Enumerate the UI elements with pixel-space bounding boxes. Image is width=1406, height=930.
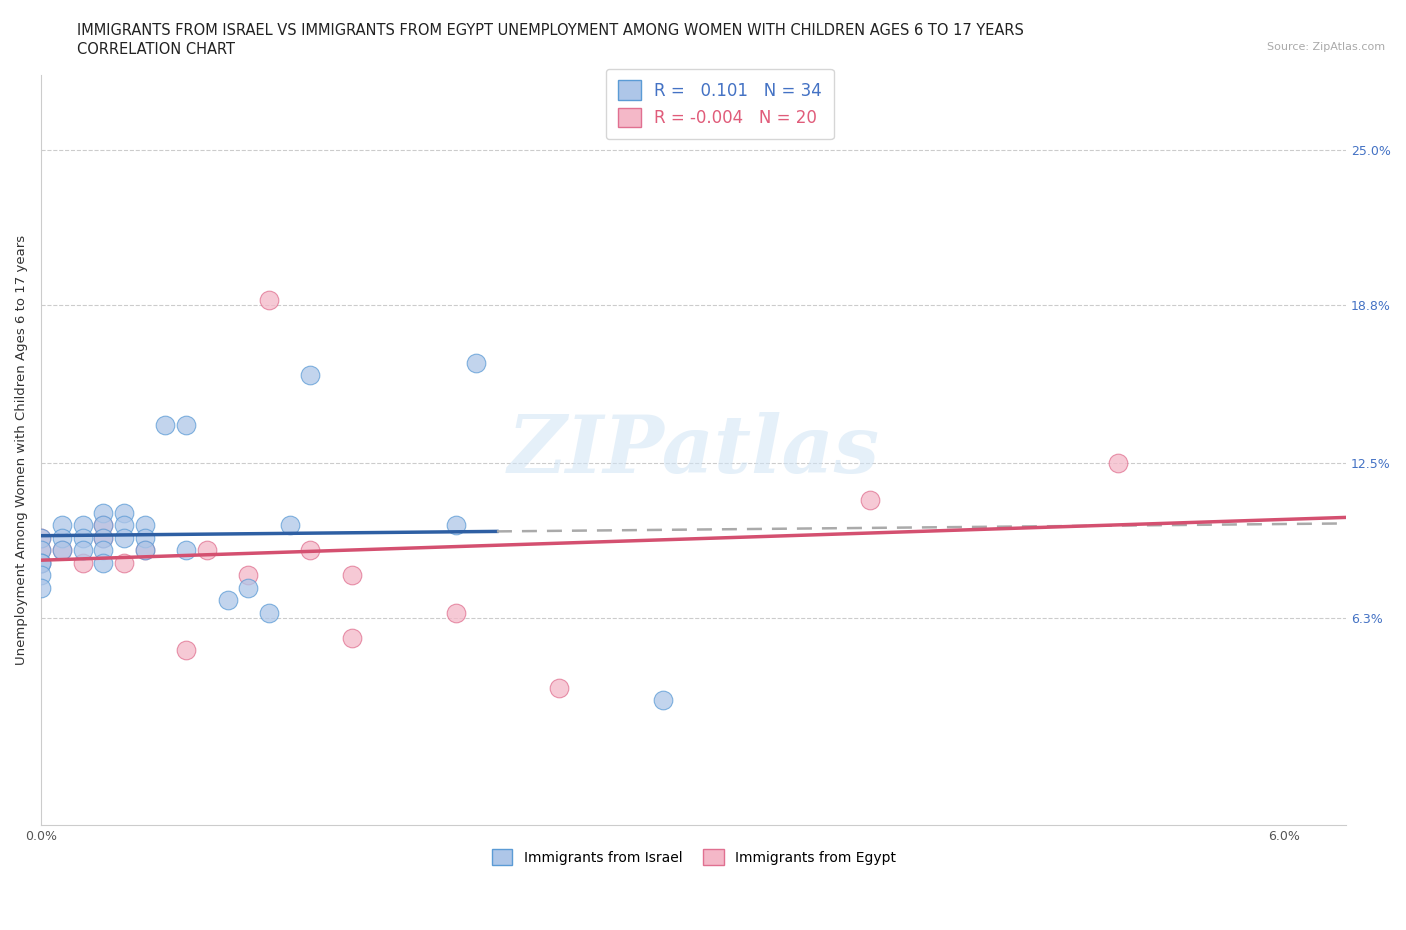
Point: [72, 555, 94, 570]
Text: CORRELATION CHART: CORRELATION CHART: [77, 42, 235, 57]
Point: [278, 518, 301, 533]
Point: [51, 518, 73, 533]
Point: [91, 530, 114, 545]
Point: [134, 518, 156, 533]
Point: [299, 368, 322, 383]
Point: [91, 543, 114, 558]
Point: [112, 518, 135, 533]
Point: [238, 568, 260, 583]
Point: [91, 555, 114, 570]
Point: [340, 631, 363, 645]
Point: [257, 605, 280, 620]
Point: [299, 543, 322, 558]
Point: [91, 530, 114, 545]
Point: [651, 693, 673, 708]
Point: [195, 543, 218, 558]
Point: [30, 530, 52, 545]
Legend: Immigrants from Israel, Immigrants from Egypt: Immigrants from Israel, Immigrants from …: [486, 844, 901, 870]
Point: [30, 555, 52, 570]
Point: [238, 580, 260, 595]
Point: [30, 555, 52, 570]
Point: [340, 568, 363, 583]
Point: [257, 293, 280, 308]
Point: [444, 518, 467, 533]
Point: [155, 418, 177, 432]
Point: [30, 543, 52, 558]
Point: [548, 681, 571, 696]
Point: [72, 530, 94, 545]
Point: [174, 543, 197, 558]
Point: [30, 568, 52, 583]
Point: [91, 505, 114, 520]
Point: [217, 593, 239, 608]
Point: [134, 543, 156, 558]
Point: [91, 518, 114, 533]
Text: ZIPatlas: ZIPatlas: [508, 412, 880, 489]
Point: [51, 543, 73, 558]
Y-axis label: Unemployment Among Women with Children Ages 6 to 17 years: Unemployment Among Women with Children A…: [15, 235, 28, 666]
Point: [72, 518, 94, 533]
Point: [72, 543, 94, 558]
Point: [51, 543, 73, 558]
Point: [1107, 456, 1129, 471]
Point: [112, 555, 135, 570]
Point: [91, 518, 114, 533]
Text: IMMIGRANTS FROM ISRAEL VS IMMIGRANTS FROM EGYPT UNEMPLOYMENT AMONG WOMEN WITH CH: IMMIGRANTS FROM ISRAEL VS IMMIGRANTS FRO…: [77, 23, 1024, 38]
Point: [112, 505, 135, 520]
Point: [859, 493, 882, 508]
Point: [30, 543, 52, 558]
Point: [174, 418, 197, 432]
Text: Source: ZipAtlas.com: Source: ZipAtlas.com: [1267, 42, 1385, 52]
Point: [174, 643, 197, 658]
Point: [51, 530, 73, 545]
Point: [134, 543, 156, 558]
Point: [30, 580, 52, 595]
Point: [134, 530, 156, 545]
Point: [465, 355, 488, 370]
Point: [112, 530, 135, 545]
Point: [444, 605, 467, 620]
Point: [30, 530, 52, 545]
Point: [30, 555, 52, 570]
